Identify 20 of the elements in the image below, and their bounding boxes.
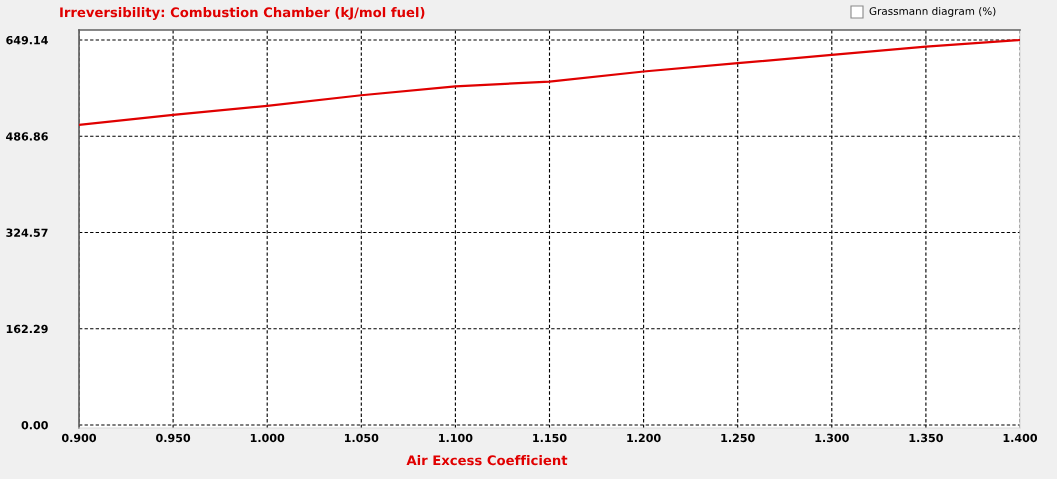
x-tick-label: 0.950 [156,433,191,443]
x-tick-label: 1.200 [627,433,661,443]
y-tick-label: 324.57 [6,228,48,237]
x-tick-label: 1.350 [909,433,943,443]
line-series [79,38,1020,127]
x-tick-label: 0.900 [61,433,97,443]
text: Grassmann diagram (%) [869,6,996,18]
x-tick-label: 1.150 [533,433,567,443]
x-tick-label: 1.400 [1003,433,1038,443]
y-tick-label: 162.29 [6,324,48,334]
y-tick-label: 0.00 [21,421,48,430]
y-tick-label: 486.86 [6,132,48,141]
x-tick-label: 1.250 [721,433,755,443]
x-tick-label: 1.050 [344,433,379,443]
x-tick-label: 1.100 [439,433,473,443]
x-axis-title: Air Excess Coefficient [406,455,568,466]
chart-title: Irreversibility: Combustion Chamber (kJ/mol fuel) [60,7,425,20]
y-tick-label: 649.14 [6,35,48,45]
x-tick-label: 1.300 [815,433,849,443]
x-tick-label: 1.000 [250,433,285,443]
